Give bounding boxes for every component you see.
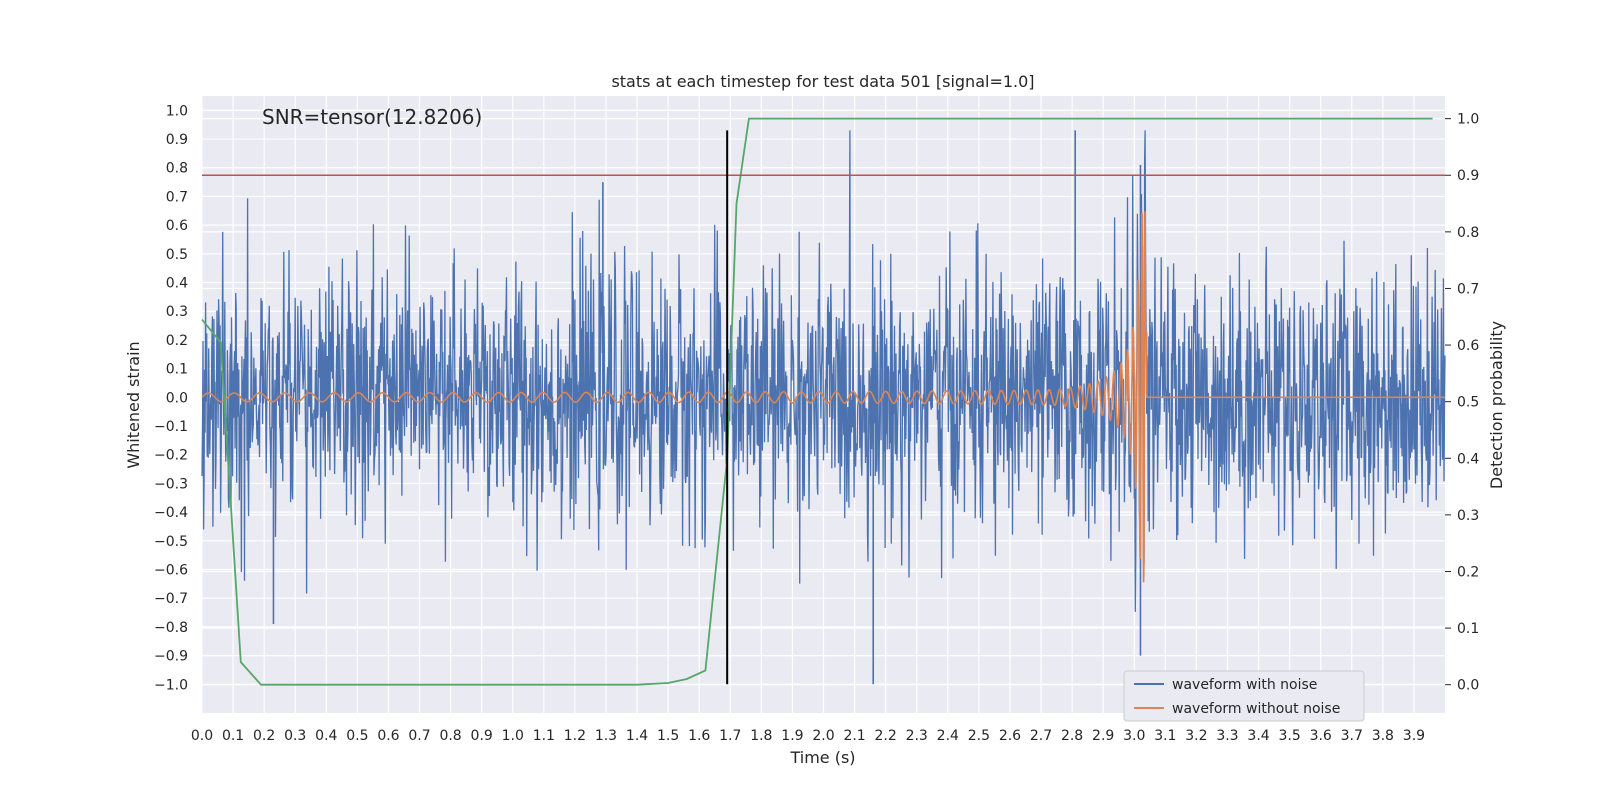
x-tick-label: 2.9 [1092, 728, 1114, 744]
y-tick-label: −0.2 [154, 448, 188, 464]
x-tick-label: 1.7 [719, 728, 741, 744]
x-tick-label: 0.1 [222, 728, 244, 744]
x-tick-label: 0.5 [346, 728, 368, 744]
y2-tick-label: 1.0 [1457, 112, 1479, 128]
x-tick-label: 3.4 [1247, 728, 1269, 744]
x-tick-label: 2.2 [875, 728, 897, 744]
y-tick-labels: 1.0 0.9 0.8 0.7 0.6 0.5 0.4 0.3 0.2 0.1 0.0 −0.1 −0.… [154, 103, 188, 693]
x-tick-label: 1.3 [595, 728, 617, 744]
x-tick-label: 3.0 [1123, 728, 1145, 744]
chart-title: stats at each timestep for test data 501… [611, 72, 1034, 91]
x-tick-label: 1.0 [502, 728, 524, 744]
y2-tick-label: 0.6 [1457, 338, 1479, 354]
x-tick-label: 0.3 [284, 728, 306, 744]
y-tick-label: −0.3 [154, 476, 188, 492]
reference-lines [202, 130, 1445, 685]
y-tick-label: 0.7 [166, 189, 188, 205]
x-tick-label: 0.6 [377, 728, 399, 744]
snr-annotation: SNR=tensor(12.8206) [262, 105, 482, 129]
y-tick-label: 0.5 [166, 247, 188, 263]
x-tick-label: 1.8 [750, 728, 772, 744]
x-tick-label: 2.4 [937, 728, 959, 744]
legend-label-chirp: waveform without noise [1172, 701, 1340, 717]
y-tick-label: −1.0 [154, 677, 188, 693]
x-tick-label: 1.2 [564, 728, 586, 744]
x-tick-label: 2.7 [1030, 728, 1052, 744]
y-tick-label: 0.2 [166, 333, 188, 349]
legend: waveform with noise waveform without noi… [1123, 670, 1365, 722]
y-tick-label: −0.4 [154, 505, 188, 521]
x-tick-label: 3.5 [1278, 728, 1300, 744]
y-tick-label: 0.0 [166, 390, 188, 406]
x-axis-label: Time (s) [789, 748, 855, 767]
y-tick-label: −0.5 [154, 534, 188, 550]
x-tick-label: 3.6 [1310, 728, 1332, 744]
x-tick-label: 1.9 [781, 728, 803, 744]
x-tick-label: 2.6 [999, 728, 1021, 744]
y2-tick-label: 0.2 [1457, 564, 1479, 580]
y-tick-label: 0.1 [166, 362, 188, 378]
x-tick-label: 3.3 [1216, 728, 1238, 744]
chirp-trace [201, 211, 1445, 583]
y-tick-label: −0.9 [154, 649, 188, 665]
y-tick-label: 0.4 [166, 276, 188, 292]
y-tick-label: 0.3 [166, 304, 188, 320]
x-tick-label: 3.2 [1185, 728, 1207, 744]
x-tick-label: 1.4 [626, 728, 648, 744]
y2-tick-label: 0.0 [1457, 678, 1479, 694]
series-detection-probability [201, 117, 1433, 686]
noise-trace [201, 130, 1446, 612]
y-tick-label: −0.6 [154, 563, 188, 579]
y2-tick-label: 0.9 [1457, 168, 1479, 184]
series-waveform-without-noise [201, 211, 1445, 583]
x-tick-label: 0.2 [253, 728, 275, 744]
x-tick-label: 3.8 [1372, 728, 1394, 744]
x-tick-label: 1.5 [657, 728, 679, 744]
y-tick-label: −0.1 [154, 419, 188, 435]
x-tick-label: 2.3 [906, 728, 928, 744]
x-tick-label: 0.8 [439, 728, 461, 744]
x-tick-label: 0.0 [191, 728, 213, 744]
y-axis-label: Whitened strain [124, 341, 143, 468]
y-tick-label: 0.9 [166, 132, 188, 148]
x-tick-label: 2.8 [1061, 728, 1083, 744]
legend-label-noise: waveform with noise [1172, 677, 1317, 693]
y2-tick-labels: 1.0 0.9 0.8 0.7 0.6 0.5 0.4 0.3 0.2 0.1 0.0 [1445, 112, 1479, 694]
y-tick-label: −0.8 [154, 620, 188, 636]
y2-axis-label: Detection probability [1487, 321, 1506, 489]
x-tick-label: 0.9 [471, 728, 493, 744]
y2-tick-label: 0.7 [1457, 281, 1479, 297]
x-tick-label: 2.5 [968, 728, 990, 744]
x-tick-label: 3.9 [1403, 728, 1425, 744]
x-tick-label: 2.1 [843, 728, 865, 744]
x-tick-label: 0.4 [315, 728, 337, 744]
x-tick-label: 0.7 [408, 728, 430, 744]
x-tick-label: 3.1 [1154, 728, 1176, 744]
y2-tick-label: 0.4 [1457, 451, 1479, 467]
x-tick-labels: 0.0 0.1 0.2 0.3 0.4 0.5 0.6 0.7 0.8 0.9 1.0 1.1 1.2 1… [191, 728, 1425, 744]
y2-tick-label: 0.3 [1457, 508, 1479, 524]
y2-tick-label: 0.5 [1457, 395, 1479, 411]
legend-box [1123, 670, 1365, 722]
x-tick-label: 1.6 [688, 728, 710, 744]
y2-tick-label: 0.1 [1457, 621, 1479, 637]
x-tick-label: 3.7 [1341, 728, 1363, 744]
probability-trace [201, 117, 1433, 686]
y2-tick-label: 0.8 [1457, 225, 1479, 241]
y-tick-label: 1.0 [166, 103, 188, 119]
x-tick-label: 2.0 [812, 728, 834, 744]
y-tick-label: 0.6 [166, 218, 188, 234]
y-tick-label: 0.8 [166, 161, 188, 177]
y-tick-label: −0.7 [154, 591, 188, 607]
x-tick-label: 1.1 [533, 728, 555, 744]
